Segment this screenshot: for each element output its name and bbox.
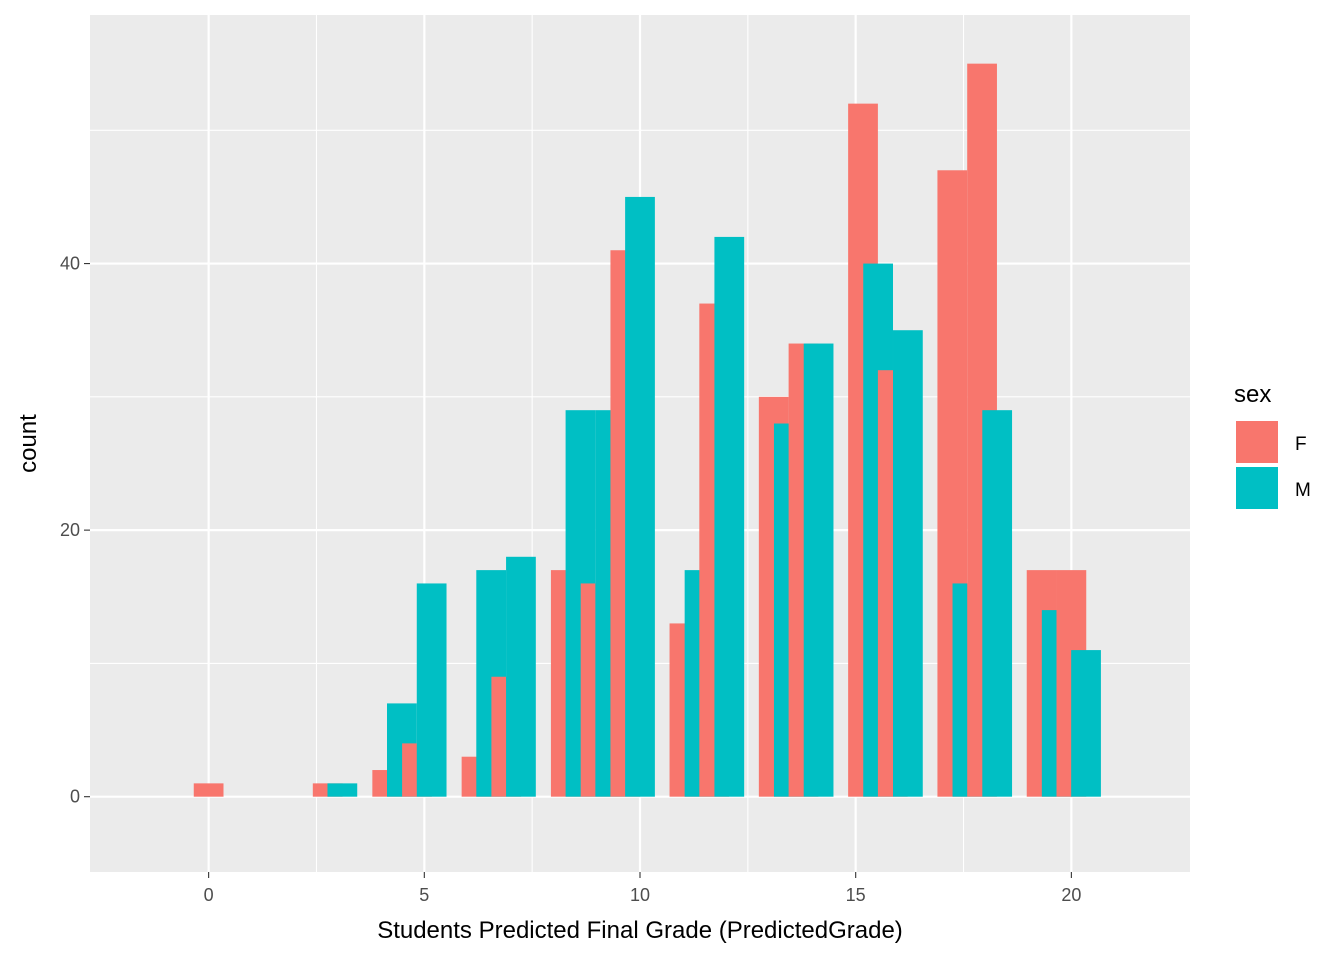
bar-M-3.1 (327, 783, 358, 797)
x-axis: 0 5 10 15 20 (204, 872, 1081, 905)
y-axis-title: count (15, 414, 42, 473)
bar-M-7.24 (506, 556, 536, 797)
x-tick-label: 20 (1061, 885, 1081, 905)
legend-label-F: F (1295, 434, 1307, 455)
y-tick-label: 0 (70, 787, 80, 807)
legend-title: sex (1234, 381, 1271, 408)
bar-M-20.34 (1071, 650, 1101, 797)
x-axis-title: Students Predicted Final Grade (Predicte… (377, 917, 903, 944)
bar-M-14.14 (803, 343, 834, 797)
bars (193, 63, 1101, 797)
y-axis: 0 20 40 (60, 254, 90, 807)
bar-F-0 (193, 783, 224, 797)
bar-M-18.28 (982, 410, 1013, 797)
bar-M-12.07 (714, 236, 745, 797)
legend-key-M (1236, 467, 1278, 509)
x-tick-label: 0 (204, 885, 214, 905)
y-tick-label: 40 (60, 254, 80, 274)
x-tick-label: 10 (630, 885, 650, 905)
y-tick-label: 20 (60, 520, 80, 540)
bar-M-16.21 (893, 330, 923, 797)
legend: sex F M (1234, 381, 1311, 509)
legend-key-F (1236, 421, 1278, 463)
x-tick-label: 5 (419, 885, 429, 905)
legend-label-M: M (1295, 480, 1311, 501)
x-tick-label: 15 (846, 885, 866, 905)
bar-M-10 (625, 196, 655, 797)
bar-M-5.17 (416, 583, 447, 797)
